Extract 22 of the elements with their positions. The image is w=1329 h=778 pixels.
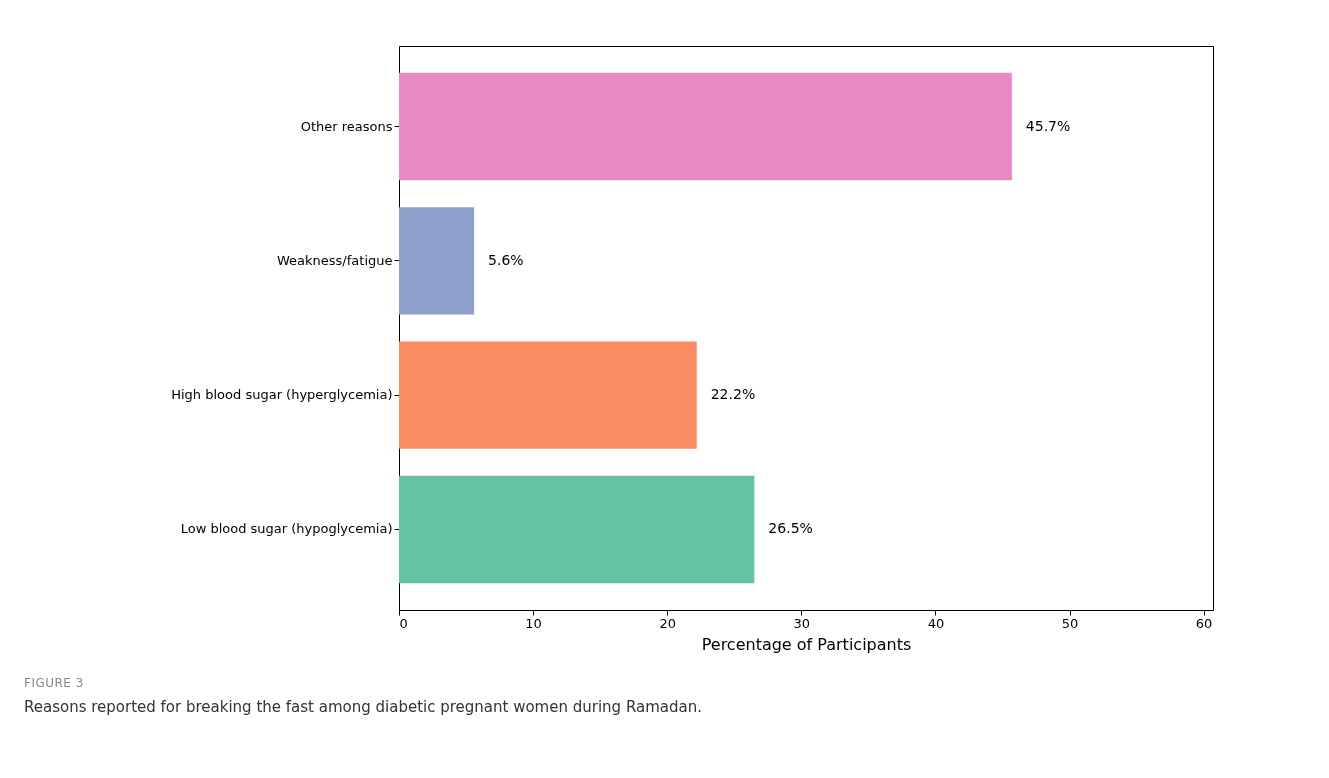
caption: FIGURE 3	[24, 676, 85, 690]
y-tick-label: Low blood sugar (hypoglycemia)	[180, 521, 393, 537]
x-tick-label: 40	[927, 615, 945, 631]
data-label: 22.2%	[710, 386, 756, 403]
text: Reasons reported for breaking the fast among diabetic pregnant women during Ramadan.	[24, 698, 703, 716]
bar	[399, 207, 475, 315]
x-tick-label: 50	[1061, 615, 1079, 631]
bar	[399, 341, 697, 449]
x-tick-label: 20	[659, 615, 676, 631]
y-tick-label: Other reasons	[300, 118, 393, 134]
x-tick-label: 10	[525, 615, 542, 631]
x-tick-label: 0	[399, 615, 408, 631]
data-label: 45.7%	[1025, 117, 1071, 134]
y-tick-label: Weakness/fatigue	[277, 252, 393, 268]
data-label: 26.5%	[768, 520, 813, 537]
bar	[399, 72, 1012, 181]
y-tick-label: High blood sugar (hyperglycemia)	[171, 387, 393, 403]
x-tick-label: 60	[1195, 615, 1213, 631]
x-tick-label: 30	[793, 615, 811, 631]
data-label: 5.6%	[488, 251, 524, 268]
bar	[399, 475, 755, 584]
x-axis-title: Percentage of Participants	[701, 634, 912, 654]
